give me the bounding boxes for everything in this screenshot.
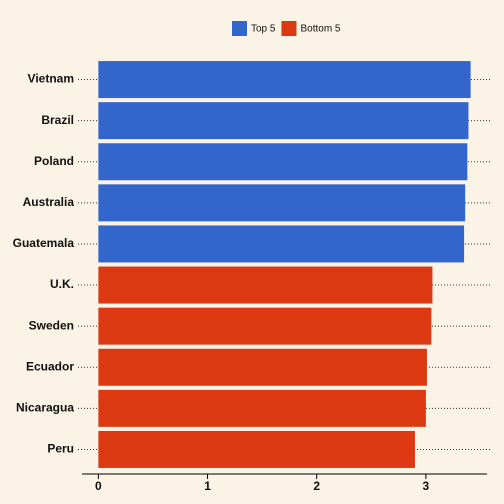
y-tick-label: Sweden [29, 318, 74, 332]
bar [98, 61, 471, 99]
y-tick-label: Ecuador [26, 359, 74, 373]
legend-swatch [281, 21, 297, 36]
x-tick-label: 1 [204, 479, 211, 493]
bar [98, 225, 465, 263]
legend-swatch [232, 21, 247, 36]
y-tick-label: Nicaragua [16, 401, 74, 415]
x-tick-label: 3 [423, 479, 430, 493]
x-tick-label: 2 [313, 479, 320, 493]
y-tick-label: Poland [34, 154, 74, 168]
bar [98, 102, 469, 140]
y-tick-label: Brazil [41, 113, 74, 127]
x-tick-label: 0 [95, 479, 102, 493]
y-tick-label: Vietnam [28, 72, 74, 86]
y-tick-label: Australia [23, 195, 75, 209]
bar [98, 348, 427, 386]
bar [98, 389, 426, 427]
y-tick-label: Guatemala [13, 236, 75, 250]
bar [98, 307, 432, 345]
bar [98, 266, 433, 304]
legend-label: Top 5 [251, 24, 276, 35]
y-tick-label: U.K. [50, 277, 74, 291]
legend-label: Bottom 5 [300, 24, 340, 35]
bar [98, 430, 415, 468]
bar [98, 143, 468, 181]
y-tick-label: Peru [47, 442, 74, 456]
bar [98, 184, 466, 222]
